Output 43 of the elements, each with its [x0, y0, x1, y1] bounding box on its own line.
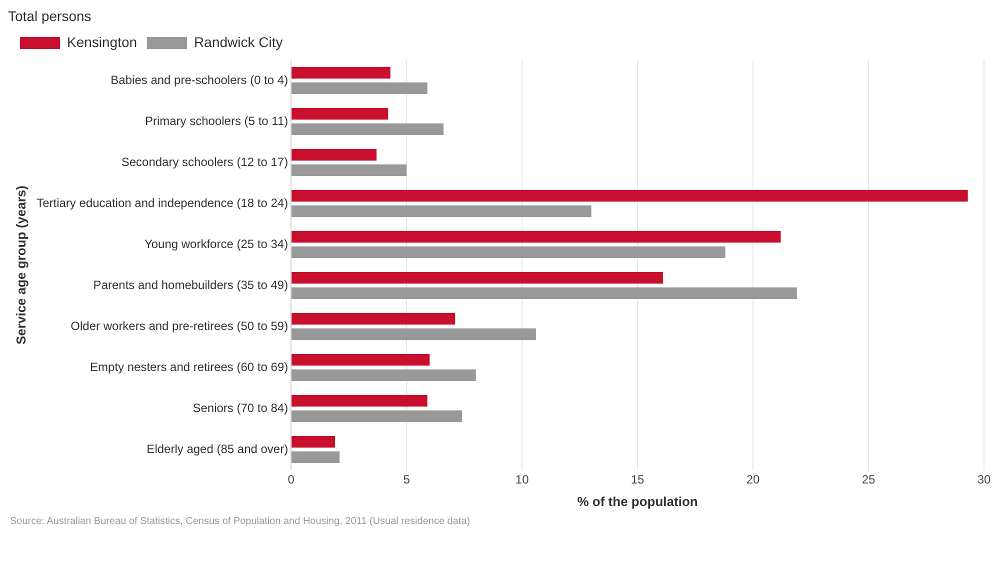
bar	[292, 246, 726, 258]
y-tick-label: Elderly aged (85 and over)	[146, 442, 288, 456]
bar	[292, 451, 340, 463]
x-tick-label: 15	[630, 472, 645, 487]
y-tick-label: Young workforce (25 to 34)	[144, 236, 288, 251]
bar	[292, 272, 663, 284]
bar	[292, 164, 407, 176]
bar	[292, 313, 456, 325]
y-tick-label: Empty nesters and retirees (60 to 69)	[90, 360, 288, 374]
y-tick-label: Babies and pre-schoolers (0 to 4)	[110, 72, 288, 87]
y-tick-label: Tertiary education and independence (18 to 24)	[36, 196, 288, 210]
x-tick-label: 5	[403, 472, 410, 487]
legend-label: Kensington	[67, 34, 138, 50]
bar	[292, 149, 377, 161]
bar	[292, 82, 428, 94]
bar	[292, 369, 476, 381]
source-note: Source: Australian Bureau of Statistics, Census of Population and Housing, 2011 (Usual residence data)	[10, 516, 470, 527]
bar	[292, 354, 430, 366]
text: Total persons	[8, 8, 92, 24]
bar	[292, 287, 797, 299]
bar	[292, 190, 968, 202]
y-tick-label: Secondary schoolers (12 to 17)	[121, 154, 288, 169]
bar	[292, 205, 592, 217]
y-tick-label: Primary schoolers (5 to 11)	[144, 114, 288, 128]
x-tick-label: 30	[977, 472, 991, 487]
x-tick-label: 25	[862, 472, 876, 487]
bar	[292, 328, 536, 340]
bar	[292, 410, 462, 422]
legend-label: Randwick City	[194, 34, 283, 50]
x-tick-label: 20	[746, 472, 760, 487]
bar	[292, 108, 388, 120]
y-tick-label: Older workers and pre-retirees (50 to 59)	[70, 318, 288, 333]
bar	[292, 231, 781, 243]
y-tick-label: Seniors (70 to 84)	[192, 400, 288, 415]
x-axis-title: % of the population	[577, 494, 698, 509]
bar	[292, 123, 444, 135]
bar	[292, 395, 428, 407]
x-tick-label: 0	[288, 472, 295, 487]
y-axis-title: Service age group (years)	[13, 186, 28, 344]
y-tick-label: Parents and homebuilders (35 to 49)	[93, 278, 288, 292]
x-tick-label: 10	[515, 472, 530, 487]
bar	[292, 436, 335, 448]
bar	[292, 67, 390, 79]
